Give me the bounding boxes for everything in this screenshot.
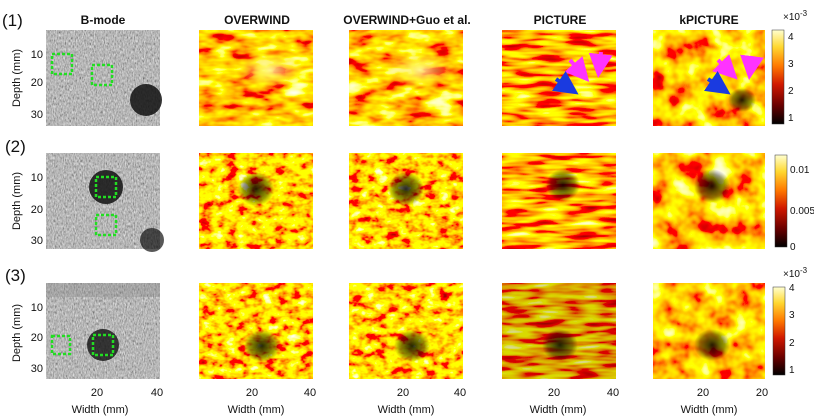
x-tick: 20 bbox=[91, 387, 103, 399]
colorbar-tick: 4 bbox=[789, 283, 795, 294]
x-tick: 40 bbox=[151, 387, 163, 399]
x-tick: 20 bbox=[756, 387, 768, 399]
x-tick: 20 bbox=[548, 387, 560, 399]
colorbar-tick: 1 bbox=[789, 365, 795, 376]
colorbar-tick: 3 bbox=[789, 310, 795, 321]
row-2: 0.01 0.005 0 Depth (mm) 10 20 30 bbox=[11, 153, 814, 253]
picture-map-row3 bbox=[502, 283, 616, 379]
magenta-arrow-2 bbox=[588, 51, 613, 78]
colorbar-row2: 0.01 0.005 0 bbox=[774, 154, 814, 253]
colorbar-tick: 4 bbox=[788, 32, 794, 43]
y-tick: 20 bbox=[31, 204, 43, 216]
colorbar-tick: 0.005 bbox=[790, 206, 814, 217]
y-tick: 30 bbox=[31, 363, 43, 375]
x-axis-label: Width (mm) bbox=[228, 404, 285, 416]
y-tick: 30 bbox=[31, 235, 43, 247]
bmode-image-row2 bbox=[46, 153, 164, 252]
x-tick: 40 bbox=[454, 387, 466, 399]
roi-marker-a bbox=[50, 52, 74, 76]
overwind-map-row2 bbox=[199, 153, 313, 249]
row-label-2: (2) bbox=[5, 137, 26, 156]
x-axis-label: Width (mm) bbox=[681, 404, 738, 416]
y-tick: 30 bbox=[31, 109, 43, 121]
magenta-arrow-4 bbox=[740, 54, 764, 80]
colorbar-tick: 3 bbox=[788, 59, 794, 70]
column-title-overwind-guo: OVERWIND+Guo et al. bbox=[343, 13, 470, 27]
bmode-image-row1 bbox=[46, 30, 162, 126]
y-tick: 10 bbox=[31, 49, 43, 61]
column-title-overwind: OVERWIND bbox=[224, 13, 290, 27]
y-axis-label: Depth (mm) bbox=[11, 172, 23, 230]
x-tick: 20 bbox=[246, 387, 258, 399]
colorbar-row3: ×10-3 4 3 2 1 bbox=[772, 266, 808, 376]
x-tick: 40 bbox=[304, 387, 316, 399]
kpicture-map-row2 bbox=[653, 153, 765, 249]
overwind-guo-map-row1 bbox=[349, 30, 463, 126]
magenta-arrow-1 bbox=[564, 56, 590, 83]
bmode-image-row3 bbox=[46, 283, 160, 379]
colorbar-tick: 1 bbox=[788, 113, 794, 124]
colorbar-tick: 0.01 bbox=[790, 165, 810, 176]
colorbar-row1: ×10-3 4 3 2 1 bbox=[771, 9, 808, 125]
y-tick: 10 bbox=[31, 302, 43, 314]
y-tick: 10 bbox=[31, 172, 43, 184]
x-axis-label: Width (mm) bbox=[72, 404, 129, 416]
roi-marker-f bbox=[91, 333, 115, 357]
overwind-guo-map-row2 bbox=[349, 153, 463, 249]
roi-marker-c bbox=[94, 175, 118, 199]
overwind-map-row3 bbox=[199, 283, 313, 379]
row-1: ×10-3 4 3 2 1 Depth (mm) 10 20 30 bbox=[11, 9, 808, 126]
colorbar-tick: 0 bbox=[790, 242, 796, 253]
column-title-bmode: B-mode bbox=[81, 13, 126, 27]
y-axis-label: Depth (mm) bbox=[11, 304, 23, 362]
colorbar-exponent: ×10-3 bbox=[783, 266, 808, 280]
colorbar-tick: 2 bbox=[789, 338, 795, 349]
colorbar-tick: 2 bbox=[788, 86, 794, 97]
y-tick: 20 bbox=[31, 332, 43, 344]
overwind-map-row1 bbox=[199, 30, 313, 126]
row-label-3: (3) bbox=[5, 266, 26, 285]
x-axis-label: Width (mm) bbox=[378, 404, 435, 416]
x-tick: 40 bbox=[607, 387, 619, 399]
row-label-1: (1) bbox=[2, 11, 23, 30]
x-tick: 20 bbox=[397, 387, 409, 399]
picture-map-row2 bbox=[502, 153, 616, 249]
roi-marker-e bbox=[50, 334, 72, 356]
x-axis-label: Width (mm) bbox=[530, 404, 587, 416]
kpicture-map-row1 bbox=[653, 30, 765, 126]
blue-arrow-2 bbox=[704, 71, 731, 95]
y-axis-label: Depth (mm) bbox=[11, 49, 23, 107]
row-3: ×10-3 4 3 2 1 Depth (mm) 10 20 30 20 40 … bbox=[11, 266, 808, 416]
kpicture-map-row3 bbox=[653, 283, 765, 379]
colorbar-exponent: ×10-3 bbox=[783, 9, 808, 23]
y-tick: 20 bbox=[31, 77, 43, 89]
picture-map-row1 bbox=[502, 30, 616, 126]
roi-marker-b bbox=[90, 63, 114, 87]
blue-arrow bbox=[552, 71, 579, 95]
x-tick: 20 bbox=[697, 387, 709, 399]
roi-marker-d bbox=[94, 213, 118, 237]
column-title-kpicture: kPICTURE bbox=[679, 13, 738, 27]
overwind-guo-map-row3 bbox=[349, 283, 463, 379]
column-title-picture: PICTURE bbox=[534, 13, 587, 27]
